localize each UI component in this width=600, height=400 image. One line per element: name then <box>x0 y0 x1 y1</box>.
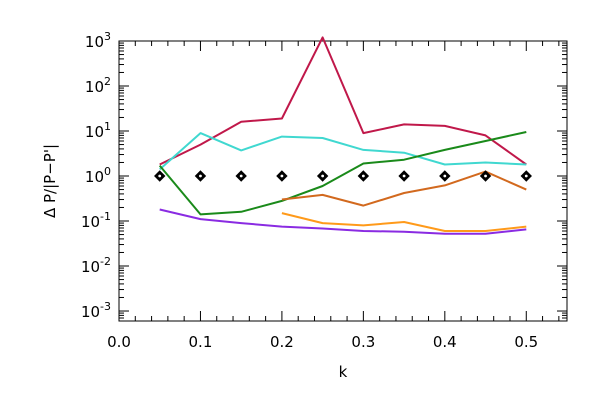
y-tick-label: 103 <box>85 30 111 51</box>
y-tick-label: 10-2 <box>81 255 111 276</box>
diamond-marker-center <box>361 174 365 178</box>
x-axis-title: k <box>339 363 348 381</box>
diamond-marker-center <box>239 174 243 178</box>
y-tick-label: 10-1 <box>81 210 111 231</box>
diamond-marker-center <box>199 174 202 178</box>
series-line-5 <box>281 212 527 232</box>
plot-frame <box>118 40 568 322</box>
diamond-marker-center <box>443 174 447 178</box>
y-axis-title: Δ P/|P−P'| <box>41 144 59 218</box>
diamond-marker-center <box>402 174 406 178</box>
ticks: 0.0 0.1 0.2 0.3 0.4 0.5 10-3 10-2 10-1 100 101 102 1… <box>81 30 567 351</box>
series-line-6 <box>159 208 527 235</box>
x-tick-label: 0.4 <box>433 333 457 351</box>
diamond-marker-center <box>524 174 528 178</box>
x-tick-label: 0.5 <box>514 333 538 351</box>
y-tick-label: 101 <box>85 120 111 141</box>
x-tick-label: 0.0 <box>107 333 131 351</box>
x-tick-label: 0.2 <box>270 333 294 351</box>
diamond-marker-center <box>158 174 162 178</box>
diamond-marker-center <box>280 174 284 178</box>
series-line-2 <box>159 132 527 171</box>
x-tick-label: 0.3 <box>351 333 375 351</box>
diamond-marker-center <box>484 174 487 178</box>
y-tick-label: 100 <box>85 165 111 186</box>
diamond-marker-center <box>321 174 325 178</box>
series-line-1 <box>159 36 527 166</box>
x-tick-label: 0.1 <box>189 333 213 351</box>
y-tick-label: 10-3 <box>81 300 111 321</box>
y-tick-label: 102 <box>85 75 111 96</box>
marks <box>154 36 532 235</box>
series-line-3 <box>158 131 527 216</box>
